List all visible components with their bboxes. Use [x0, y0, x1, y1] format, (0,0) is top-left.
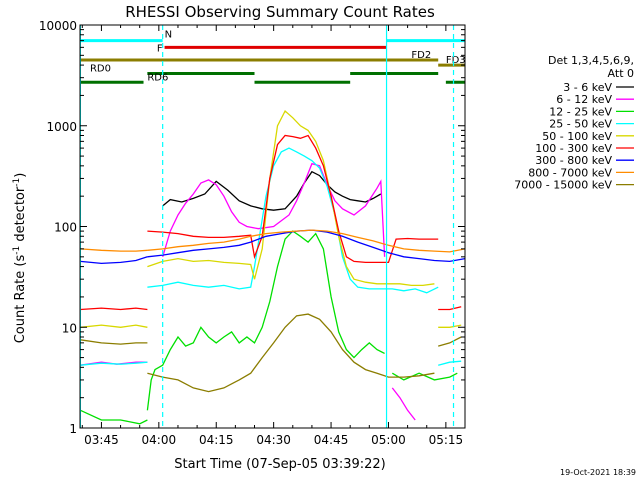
series-1-segment-2 [391, 387, 416, 421]
series-8-segment-2 [438, 336, 462, 347]
series-5-segment-1 [147, 134, 439, 264]
y-label-sup-1: -1 [12, 246, 22, 255]
axes: 03:45 04:00 04:15 04:30 04:45 05:00 05:15 1 10 10… [39, 19, 466, 447]
series-4-segment-1 [147, 109, 435, 287]
y-label-sup-2: -1 [12, 178, 22, 187]
legend-label-6: 300 - 800 keV [535, 154, 612, 167]
legend-label-4: 50 - 100 keV [542, 130, 612, 143]
legend-label-7: 800 - 7000 keV [528, 166, 612, 179]
legend-header-1: Det 1,3,4,5,6,9, [548, 54, 634, 67]
footer-date: 19-Oct-2021 18:39 [560, 468, 636, 477]
flag-label-rd6: RD6 [147, 72, 168, 83]
flag-label-fd2: FD2 [411, 50, 431, 61]
legend-label-3: 25 - 50 keV [549, 118, 612, 131]
series-2-segment-1 [146, 230, 385, 411]
series-6-segment-0 [80, 256, 148, 265]
flag-label-f: F [157, 43, 163, 54]
y-tick-label-0: 1 [69, 422, 77, 436]
y-axis-label: Count Rate (s-1 detector-1) [12, 173, 28, 344]
legend-label-2: 12 - 25 keV [549, 105, 612, 118]
series-lines [80, 109, 466, 425]
series-4-segment-2 [438, 324, 462, 328]
legend-label-1: 6 - 12 keV [556, 93, 612, 106]
x-tick-label-4: 04:45 [314, 433, 349, 447]
series-3-segment-0 [80, 361, 148, 366]
series-1-segment-1 [162, 162, 386, 257]
x-tick-label-5: 05:00 [371, 433, 406, 447]
x-tick-label-6: 05:15 [429, 433, 464, 447]
y-tick-label-1: 10 [62, 321, 77, 335]
legend-label-0: 3 - 6 keV [563, 81, 612, 94]
flag-label-fd3: FD3 [446, 55, 466, 66]
x-tick-label-1: 04:00 [142, 433, 177, 447]
series-5-segment-0 [80, 307, 148, 311]
y-label-part-3: ) [13, 173, 28, 178]
x-tick-label-3: 04:30 [256, 433, 291, 447]
series-0-segment-0 [162, 170, 382, 211]
x-tick-label-2: 04:15 [199, 433, 234, 447]
x-tick-label-0: 03:45 [84, 433, 119, 447]
series-8-segment-1 [147, 313, 435, 393]
flag-label-n: N [165, 30, 172, 41]
y-label-part-1: Count Rate (s [13, 255, 28, 344]
series-4-segment-0 [80, 324, 148, 328]
series-2-segment-2 [391, 372, 458, 381]
series-7-segment-0 [80, 248, 148, 252]
legend-header-2: Att 0 [608, 67, 634, 80]
series-3-segment-2 [438, 360, 462, 366]
legend-label-8: 7000 - 15000 keV [514, 179, 612, 192]
series-7-segment-1 [147, 229, 466, 253]
x-axis-label: Start Time (07-Sep-05 03:39:22) [174, 457, 385, 472]
y-tick-label-2: 100 [54, 221, 77, 235]
series-5-segment-2 [438, 306, 462, 311]
y-tick-label-3: 1000 [46, 120, 77, 134]
flag-label-rd0: RD0 [90, 64, 111, 75]
legend-label-5: 100 - 300 keV [535, 142, 612, 155]
series-2-segment-0 [80, 409, 148, 425]
y-tick-label-4: 10000 [39, 19, 77, 33]
chart-title: RHESSI Observing Summary Count Rates [125, 3, 435, 21]
series-3-segment-1 [147, 147, 439, 294]
flag-bars: NF FD2 FD3 RD0 RD6 [80, 30, 466, 84]
series-8-segment-0 [80, 339, 148, 345]
y-label-part-2: detector [13, 186, 28, 246]
